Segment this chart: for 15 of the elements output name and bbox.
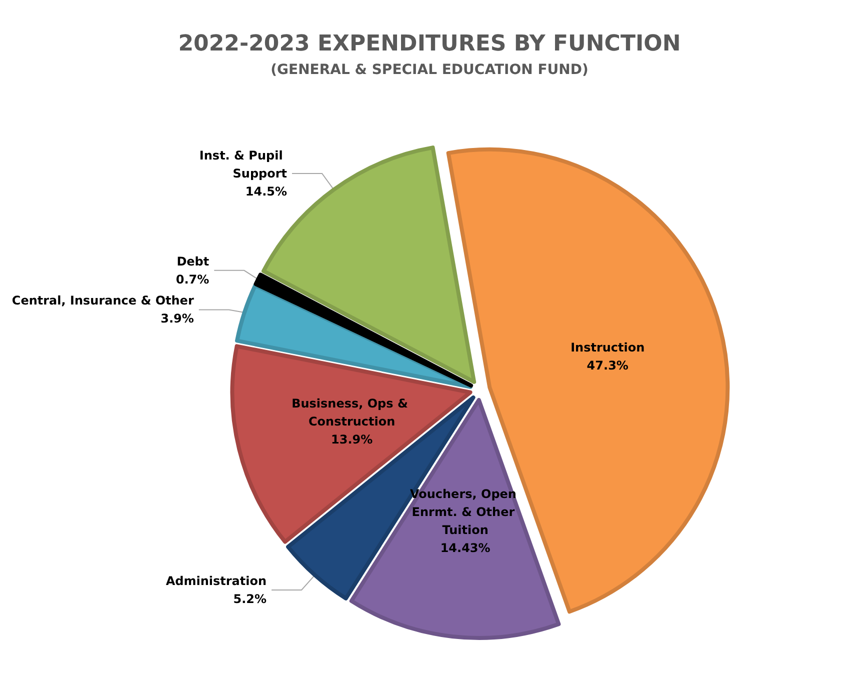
slice-label: Central, Insurance & Other: [12, 294, 194, 308]
data-label: 14.43%: [440, 541, 490, 556]
data-label: 5.2%: [233, 592, 267, 606]
data-label: 47.3%: [586, 358, 628, 372]
slice-label: Debt: [176, 254, 210, 268]
data-label: 0.7%: [176, 272, 210, 286]
slice-label: Busisness, Ops & Construction: [292, 396, 412, 429]
slice-label: Inst. & Pupil Support: [199, 148, 288, 181]
chart-subtitle: (GENERAL & SPECIAL EDUCATION FUND): [270, 62, 588, 78]
chart-title: 2022-2023 EXPENDITURES BY FUNCTION: [178, 32, 681, 56]
data-label: 13.9%: [331, 432, 373, 447]
data-label: 3.9%: [160, 312, 194, 326]
data-label: 14.5%: [245, 184, 288, 199]
slice-label: Administration: [166, 574, 267, 588]
slice-label: Instruction: [570, 340, 645, 354]
